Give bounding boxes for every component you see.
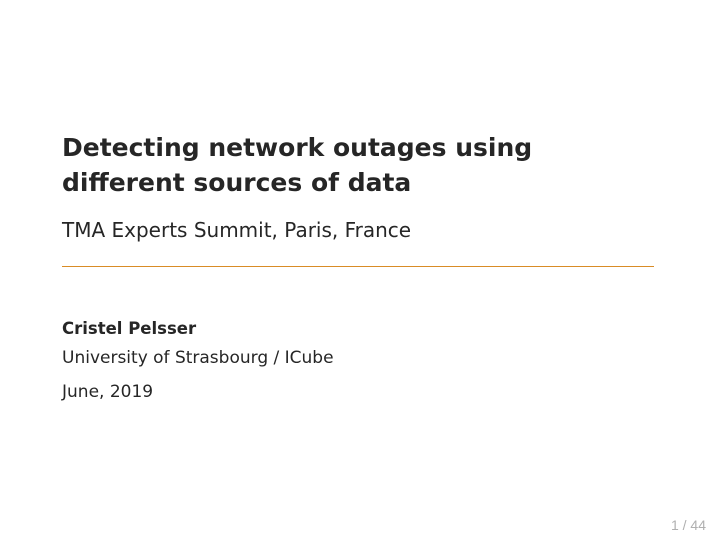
page-number: 1 / 44 [671,517,706,533]
slide-title: Detecting network outages using differen… [62,130,658,200]
page-current: 1 [671,517,679,533]
page-total: 44 [690,517,706,533]
slide-subtitle: TMA Experts Summit, Paris, France [62,218,658,242]
author-affiliation: University of Strasbourg / ICube [62,348,658,368]
slide-date: June, 2019 [62,382,658,402]
divider-rule [62,266,654,267]
slide: Detecting network outages using differen… [0,0,720,541]
page-sep: / [679,517,691,533]
author-name: Cristel Pelsser [62,319,658,338]
